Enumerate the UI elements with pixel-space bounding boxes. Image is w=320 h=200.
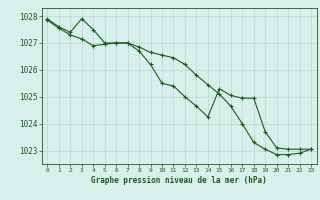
X-axis label: Graphe pression niveau de la mer (hPa): Graphe pression niveau de la mer (hPa) [91, 176, 267, 185]
